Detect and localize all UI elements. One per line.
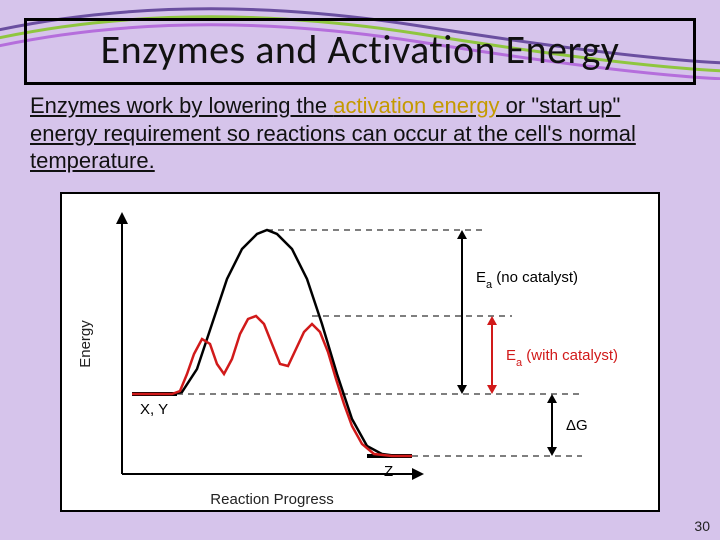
slide-title: Enzymes and Activation Energy xyxy=(37,25,683,74)
energy-diagram-svg: Reaction Progress Energy X, Y Z Ea (no catal… xyxy=(62,194,662,514)
svg-text:Ea (with catalyst): Ea (with catalyst) xyxy=(506,347,618,369)
page-number: 30 xyxy=(694,518,710,534)
svg-text:Energy: Energy xyxy=(77,320,94,368)
svg-text:Reaction Progress: Reaction Progress xyxy=(210,491,333,508)
body-highlight: activation energy xyxy=(333,93,499,118)
svg-text:X, Y: X, Y xyxy=(140,401,168,418)
body-pre: Enzymes work by lowering the xyxy=(30,93,333,118)
svg-text:ΔG: ΔG xyxy=(566,417,588,434)
energy-diagram: Reaction Progress Energy X, Y Z Ea (no catal… xyxy=(60,192,660,512)
title-box: Enzymes and Activation Energy xyxy=(24,18,696,85)
svg-text:Ea (no catalyst): Ea (no catalyst) xyxy=(476,269,578,291)
slide-body: Enzymes work by lowering the activation … xyxy=(30,92,690,175)
svg-text:Z: Z xyxy=(384,463,393,480)
